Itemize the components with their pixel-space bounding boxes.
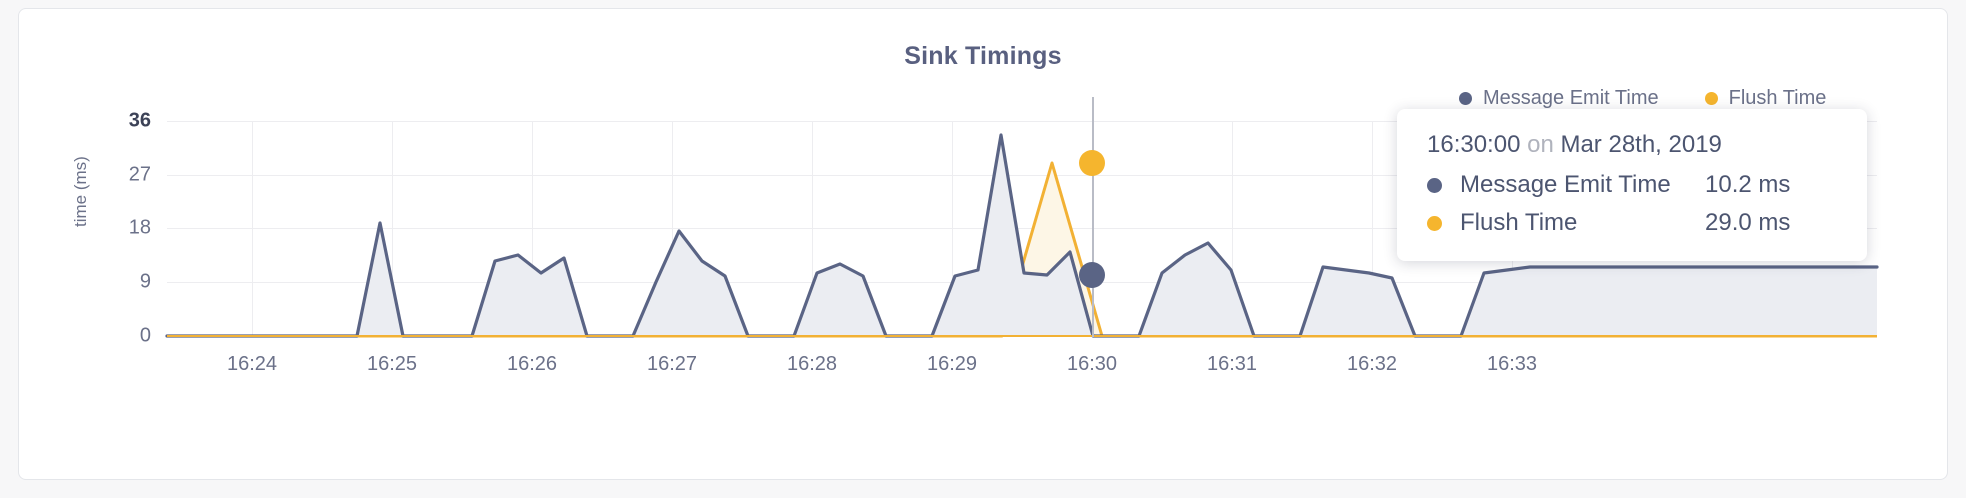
y-tick-9: 9 xyxy=(139,270,151,293)
vgridline-1627 xyxy=(672,121,673,336)
x-tick-1629: 16:29 xyxy=(926,353,978,375)
x-tick-1625: 16:25 xyxy=(366,353,418,375)
page-title: Sink Timings xyxy=(904,42,1062,70)
y-tick-18: 18 xyxy=(128,216,151,239)
tooltip-row-message-emit-time: Message Emit Time 10.2 ms xyxy=(1427,171,1837,199)
vgridline-1628 xyxy=(812,121,813,336)
tooltip-connector: on xyxy=(1527,131,1554,158)
vgridline-1625 xyxy=(392,121,393,336)
x-tick-1624: 16:24 xyxy=(226,353,278,375)
tooltip-date: Mar 28th, 2019 xyxy=(1560,131,1722,158)
tooltip-row-flush-time: Flush Time 29.0 ms xyxy=(1427,209,1837,237)
x-tick-1627: 16:27 xyxy=(646,353,698,375)
x-tick-1630: 16:30 xyxy=(1066,353,1118,375)
gridline-36 xyxy=(167,121,1877,122)
tooltip-header: 16:30:00 on Mar 28th, 2019 xyxy=(1427,131,1837,159)
plot-area[interactable]: 36 27 18 9 0 16:24 16:25 16:26 16:27 16:… xyxy=(129,97,1879,375)
legend: Message Emit Time Flush Time xyxy=(1459,87,1826,110)
x-tick-1633: 16:33 xyxy=(1486,353,1538,375)
legend-item-message-emit-time[interactable]: Message Emit Time xyxy=(1459,87,1659,110)
x-tick-1628: 16:28 xyxy=(786,353,838,375)
y-tick-36: 36 xyxy=(128,109,151,132)
tooltip-series-name: Flush Time xyxy=(1460,209,1578,236)
vgridline-1629 xyxy=(952,121,953,336)
legend-dot-icon xyxy=(1459,92,1472,105)
x-tick-1626: 16:26 xyxy=(506,353,558,375)
tooltip-series-value: 10.2 ms xyxy=(1705,171,1791,198)
gridline-27 xyxy=(167,175,1877,176)
chart-card: Sink Timings time (ms) 36 27 18 9 0 xyxy=(18,8,1948,480)
message-emit-time-series xyxy=(165,133,1879,338)
tooltip-time: 16:30:00 xyxy=(1427,131,1521,158)
tooltip-series-value: 29.0 ms xyxy=(1705,209,1791,236)
gridline-18 xyxy=(167,228,1877,229)
vgridline-1626 xyxy=(532,121,533,336)
x-tick-1632: 16:32 xyxy=(1346,353,1398,375)
hover-marker-flush-time[interactable] xyxy=(1079,150,1105,176)
legend-item-flush-time[interactable]: Flush Time xyxy=(1704,87,1827,110)
x-tick-1631: 16:31 xyxy=(1206,353,1258,375)
y-tick-0: 0 xyxy=(139,324,151,347)
hover-marker-message-emit-time[interactable] xyxy=(1079,262,1105,288)
y-tick-27: 27 xyxy=(128,163,151,186)
legend-label: Flush Time xyxy=(1728,87,1827,109)
vgridline-1624 xyxy=(252,121,253,336)
x-axis-line xyxy=(167,335,1877,337)
hover-tooltip: 16:30:00 on Mar 28th, 2019 Message Emit … xyxy=(1397,109,1867,261)
legend-label: Message Emit Time xyxy=(1483,87,1659,109)
vgridline-1631 xyxy=(1232,121,1233,336)
tooltip-dot-icon xyxy=(1427,177,1442,193)
tooltip-dot-icon xyxy=(1427,215,1442,231)
hover-crosshair xyxy=(1092,97,1094,337)
tooltip-series-name: Message Emit Time xyxy=(1460,171,1671,198)
legend-dot-icon xyxy=(1704,92,1718,105)
vgridline-1632 xyxy=(1372,121,1373,336)
